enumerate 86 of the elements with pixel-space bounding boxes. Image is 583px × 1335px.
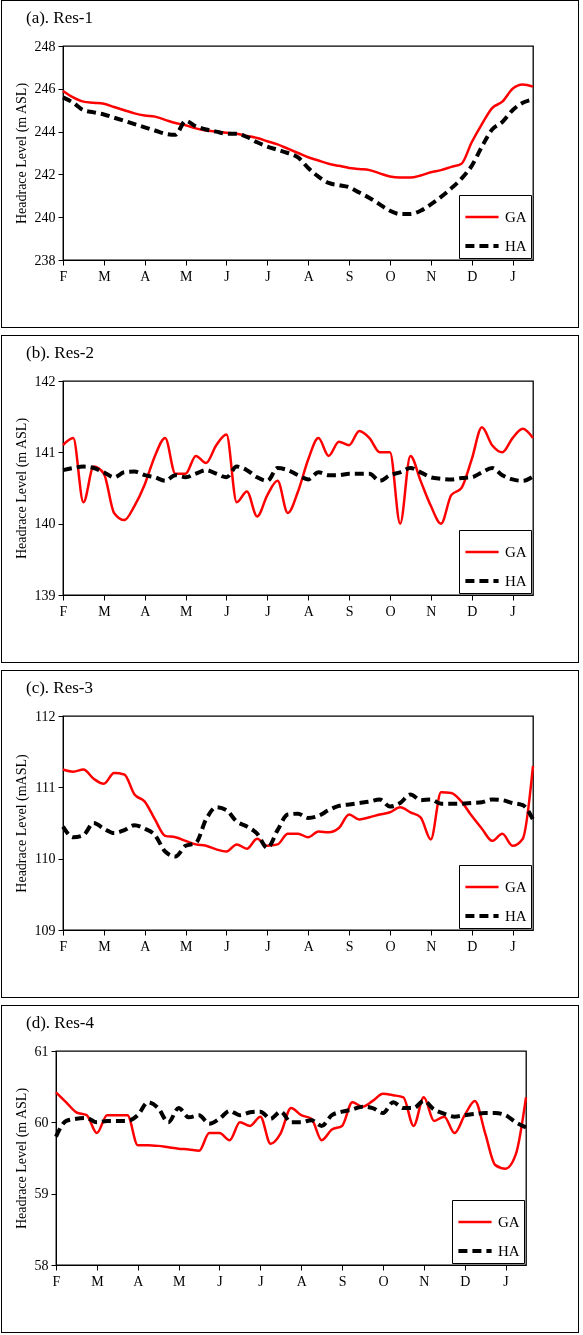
x-tick-label: D — [460, 1273, 471, 1289]
x-tick-label: M — [98, 268, 112, 284]
legend-label: HA — [505, 238, 527, 254]
y-tick-label: 111 — [35, 779, 56, 795]
x-tick-label: N — [426, 938, 437, 954]
x-tick-label: A — [303, 938, 315, 954]
x-tick-label: D — [467, 268, 478, 284]
y-axis-title: Headrace Level (m ASL) — [13, 417, 30, 560]
x-tick-label: D — [467, 938, 478, 954]
y-tick-label: 248 — [34, 38, 56, 54]
x-tick-label: O — [385, 603, 396, 619]
y-tick-label: 246 — [34, 81, 56, 97]
x-tick-label: J — [224, 938, 231, 954]
y-axis-title: Headrace Level (m ASL) — [13, 1087, 30, 1230]
x-tick-label: S — [345, 938, 354, 954]
x-tick-label: J — [503, 1273, 510, 1289]
x-tick-label: M — [179, 268, 193, 284]
x-tick-label: N — [419, 1273, 430, 1289]
x-tick-label: F — [52, 1273, 61, 1289]
y-tick-label: 112 — [35, 708, 56, 724]
legend-label: HA — [505, 573, 527, 589]
y-tick-label: 61 — [34, 1043, 49, 1059]
legend-label: GA — [505, 544, 527, 560]
y-tick-label: 59 — [34, 1186, 49, 1202]
x-tick-label: M — [172, 1273, 186, 1289]
legend-label: HA — [505, 908, 527, 924]
line-series — [61, 83, 535, 179]
y-axis-title: Headrace Level (m ASL) — [13, 82, 30, 225]
x-tick-label: N — [426, 603, 437, 619]
y-axis-title: Headrace Level (mASL) — [13, 753, 30, 893]
x-tick-label: A — [140, 268, 152, 284]
chart-title: (a). Res-1 — [26, 8, 94, 27]
x-tick-label: F — [59, 268, 68, 284]
legend-label: GA — [505, 209, 527, 225]
y-tick-label: 139 — [34, 587, 56, 603]
x-tick-label: M — [179, 603, 193, 619]
x-tick-label: J — [265, 603, 272, 619]
y-tick-label: 141 — [34, 444, 56, 460]
y-tick-label: 240 — [34, 209, 56, 225]
chart-title: (c). Res-3 — [26, 678, 94, 697]
x-tick-label: M — [98, 938, 112, 954]
x-tick-label: J — [258, 1273, 265, 1289]
x-tick-label: J — [510, 938, 517, 954]
x-tick-label: A — [303, 603, 315, 619]
x-tick-label: A — [140, 938, 152, 954]
y-tick-label: 60 — [34, 1114, 49, 1130]
x-tick-label: A — [133, 1273, 145, 1289]
legend-label: HA — [498, 1243, 520, 1259]
x-tick-label: F — [59, 938, 68, 954]
chart-title: (d). Res-4 — [26, 1013, 95, 1032]
y-tick-label: 142 — [34, 373, 56, 389]
x-tick-label: J — [265, 268, 272, 284]
y-tick-label: 140 — [34, 516, 56, 532]
x-tick-label: M — [91, 1273, 105, 1289]
y-tick-label: 238 — [34, 252, 56, 268]
x-tick-label: O — [385, 938, 396, 954]
y-tick-label: 109 — [34, 922, 56, 938]
legend-label: GA — [505, 879, 527, 895]
y-tick-label: 110 — [35, 851, 56, 867]
x-tick-label: N — [426, 268, 437, 284]
x-tick-label: A — [303, 268, 315, 284]
line-series — [61, 426, 535, 525]
line-series — [54, 1091, 528, 1170]
y-tick-label: 244 — [34, 124, 56, 140]
y-tick-label: 58 — [34, 1257, 49, 1273]
x-tick-label: A — [140, 603, 152, 619]
x-tick-label: O — [385, 268, 396, 284]
x-tick-label: J — [510, 603, 517, 619]
legend-label: GA — [498, 1214, 520, 1230]
x-tick-label: J — [224, 603, 231, 619]
x-tick-label: A — [296, 1273, 308, 1289]
x-tick-label: F — [59, 603, 68, 619]
chart-title: (b). Res-2 — [26, 343, 94, 362]
x-tick-label: J — [224, 268, 231, 284]
x-tick-label: O — [378, 1273, 389, 1289]
x-tick-label: M — [179, 938, 193, 954]
x-tick-label: S — [345, 268, 354, 284]
x-tick-label: J — [510, 268, 517, 284]
x-tick-label: M — [98, 603, 112, 619]
x-tick-label: J — [217, 1273, 224, 1289]
x-tick-label: D — [467, 603, 478, 619]
x-tick-label: S — [338, 1273, 347, 1289]
line-series — [61, 764, 535, 853]
x-tick-label: S — [345, 603, 354, 619]
x-tick-label: J — [265, 938, 272, 954]
y-tick-label: 242 — [34, 166, 56, 182]
